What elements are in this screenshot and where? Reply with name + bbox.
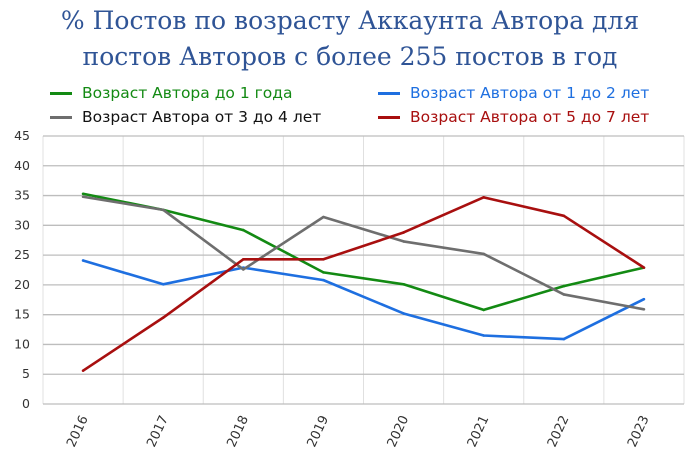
data-point: [562, 293, 566, 296]
x-tick-label: 2017: [144, 413, 172, 449]
y-tick-label: 10: [14, 336, 30, 351]
data-point: [402, 240, 405, 243]
legend-item-2: Возраст Автора от 3 до 4 лет: [50, 108, 321, 126]
data-point: [402, 312, 405, 315]
legend-item-0: Возраст Автора до 1 года: [50, 84, 292, 102]
x-tick-label: 2022: [545, 413, 573, 449]
x-tick-label: 2020: [385, 413, 413, 449]
data-point: [242, 268, 245, 271]
y-tick-label: 0: [22, 396, 30, 411]
y-tick-label: 45: [14, 128, 30, 143]
y-tick-label: 20: [14, 277, 30, 292]
data-point: [322, 257, 325, 261]
data-point: [242, 257, 245, 261]
data-point: [482, 308, 485, 312]
y-tick-label: 30: [14, 217, 30, 232]
data-point: [81, 369, 85, 372]
series-line-0: [82, 192, 645, 312]
data-point: [161, 208, 165, 212]
legend-swatch: [50, 115, 72, 119]
data-point: [482, 252, 485, 256]
y-tick-label: 15: [14, 307, 30, 322]
data-point: [81, 259, 85, 262]
legend-label: Возраст Автора от 1 до 2 лет: [410, 84, 650, 102]
series-line-3: [82, 196, 645, 372]
series-line-1: [82, 259, 645, 341]
y-tick-label: 40: [14, 158, 30, 173]
data-point: [81, 195, 85, 199]
data-point: [642, 297, 646, 301]
legend-label: Возраст Автора от 5 до 7 лет: [410, 108, 650, 126]
data-point: [562, 284, 566, 288]
legend-swatch: [50, 91, 72, 95]
legend-swatch: [378, 91, 400, 95]
data-point: [242, 228, 245, 232]
y-tick-label: 35: [14, 188, 30, 203]
chart-title-line2: постов Авторов с более 255 постов в год: [82, 42, 618, 71]
data-point: [482, 334, 485, 337]
legend-item-3: Возраст Автора от 5 до 7 лет: [378, 108, 649, 126]
data-point: [322, 215, 325, 219]
y-tick-label: 5: [22, 366, 30, 381]
x-tick-label: 2016: [64, 413, 92, 449]
y-tick-label: 25: [14, 247, 30, 262]
data-point: [322, 278, 325, 282]
data-point: [482, 196, 485, 199]
x-tick-label: 2018: [224, 413, 252, 449]
chart-title-line1: % Постов по возрасту Аккаунта Автора для: [60, 6, 640, 35]
data-point: [322, 271, 325, 274]
x-tick-label: 2021: [465, 413, 493, 449]
data-point: [81, 192, 85, 196]
data-point: [562, 337, 566, 341]
x-tick-label: 2023: [625, 413, 653, 449]
legend-item-1: Возраст Автора от 1 до 2 лет: [378, 84, 649, 102]
data-point: [402, 282, 405, 286]
data-point: [161, 316, 165, 319]
data-point: [562, 214, 566, 218]
data-point: [161, 282, 165, 286]
data-point: [402, 231, 405, 234]
x-tick-label: 2019: [304, 413, 332, 449]
legend-swatch: [378, 115, 400, 119]
legend-label: Возраст Автора до 1 года: [82, 84, 293, 102]
legend-label: Возраст Автора от 3 до 4 лет: [82, 108, 322, 126]
series-line-2: [82, 195, 645, 311]
data-point: [642, 266, 646, 269]
data-point: [642, 308, 646, 311]
